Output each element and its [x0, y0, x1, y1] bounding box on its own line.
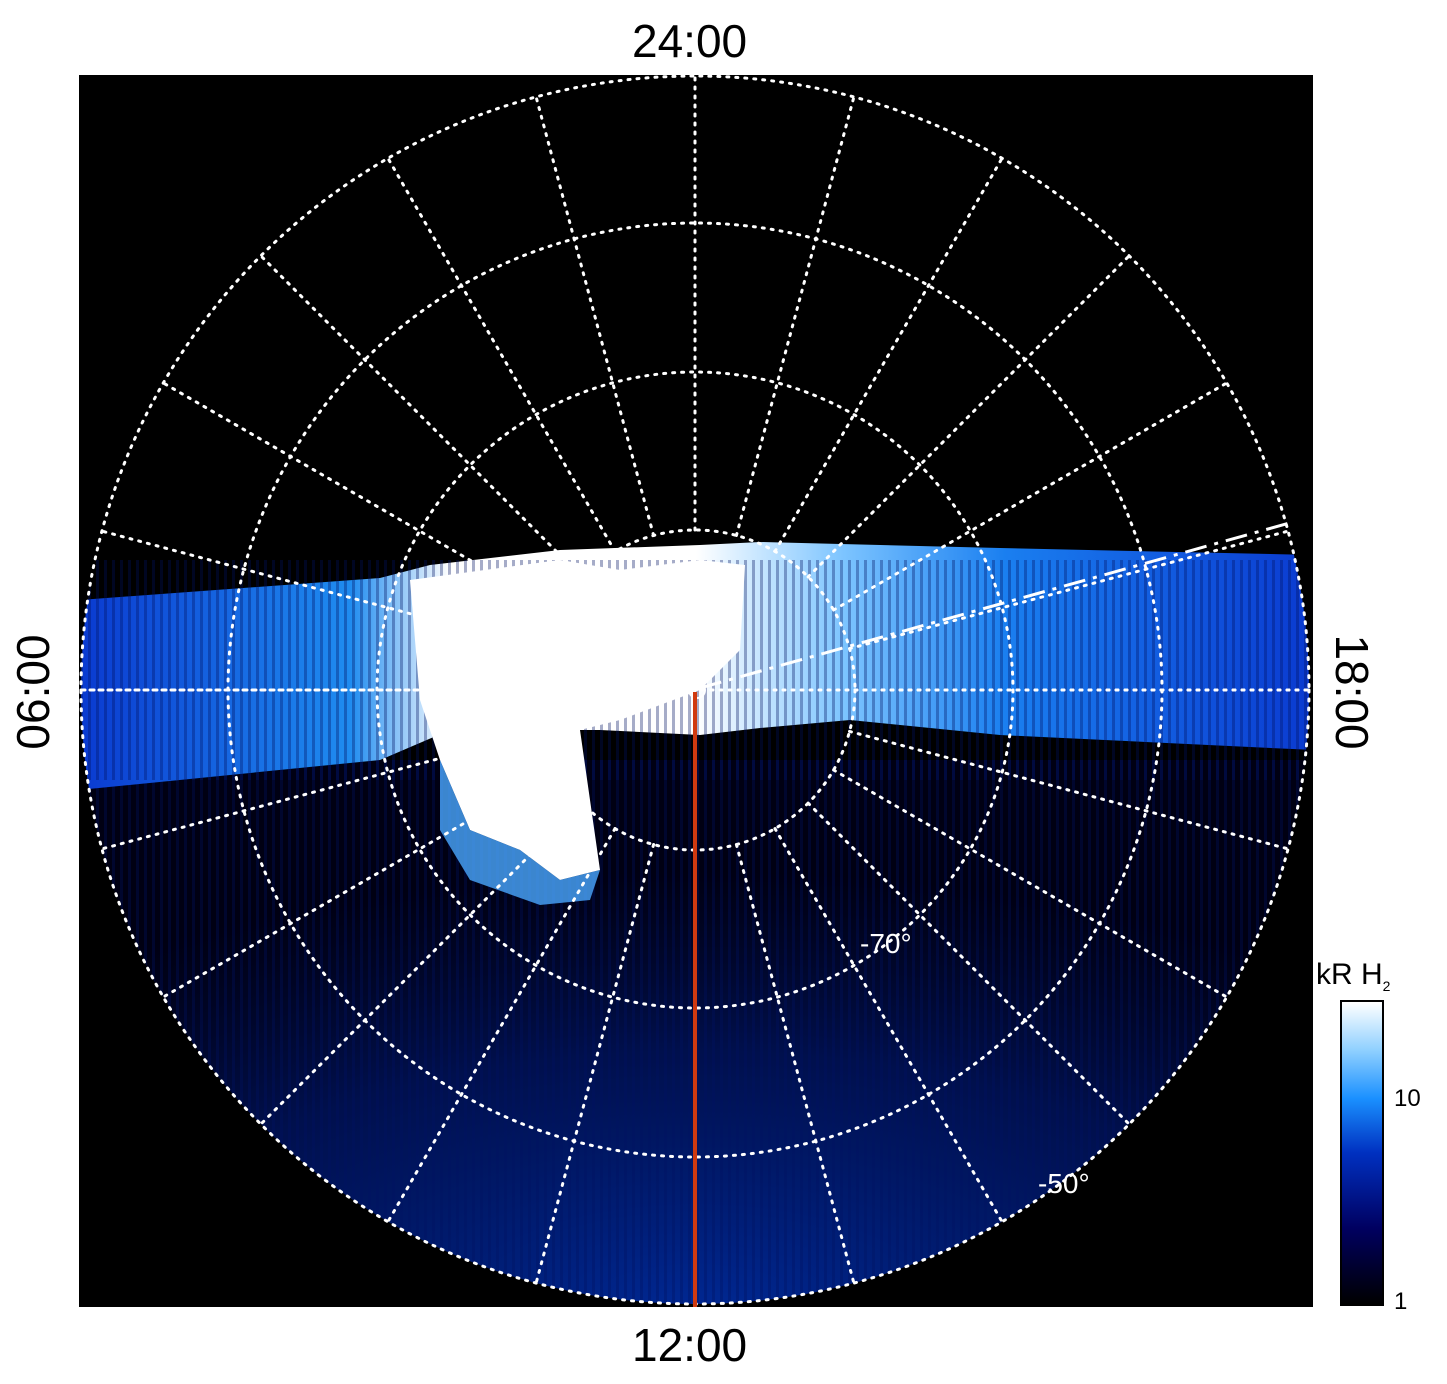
colorbar-tick-label: 10 [1394, 1085, 1421, 1112]
grid-spoke [848, 729, 1290, 851]
grid-spoke [806, 254, 1131, 579]
grid-spoke [832, 768, 1229, 999]
grid-spoke [161, 768, 558, 999]
grid-spoke [534, 95, 656, 537]
grid-spoke [100, 729, 542, 851]
grid-spoke [734, 95, 856, 537]
grid-spoke [386, 156, 617, 553]
grid-spoke [806, 801, 1131, 1126]
grid-spoke [848, 529, 1290, 651]
grid-spokes [79, 74, 1311, 1306]
colorbar [1340, 1000, 1384, 1306]
grid-spoke [161, 381, 558, 612]
grid-spoke [832, 381, 1229, 612]
grid-spoke [734, 843, 856, 1285]
grid-spoke [259, 801, 584, 1126]
grid-spoke [259, 254, 584, 579]
grid-spoke [534, 843, 656, 1285]
aurora-spot-fringe [440, 760, 600, 905]
latitude-label-50: -50° [1038, 1168, 1090, 1199]
local-time-label-bottom: 12:00 [632, 1319, 748, 1371]
grid-spoke [773, 156, 1004, 553]
colorbar-title-text: kR H [1316, 958, 1383, 991]
colorbar-title: kR H2 [1316, 958, 1390, 994]
local-time-label-top: 24:00 [632, 15, 748, 67]
grid-spoke [386, 827, 617, 1224]
colorbar-tick-label: 1 [1394, 1288, 1408, 1315]
bright-aurora-spot [410, 560, 745, 880]
colorbar-title-subscript: 2 [1382, 978, 1391, 994]
local-time-label-left: 06:00 [7, 634, 59, 750]
local-time-label-right: 18:00 [1326, 634, 1378, 750]
grid-spoke [100, 529, 542, 651]
latitude-label-70: -70° [860, 928, 912, 959]
dashed-boundary-line [699, 520, 1294, 690]
grid-spoke [773, 827, 1004, 1224]
